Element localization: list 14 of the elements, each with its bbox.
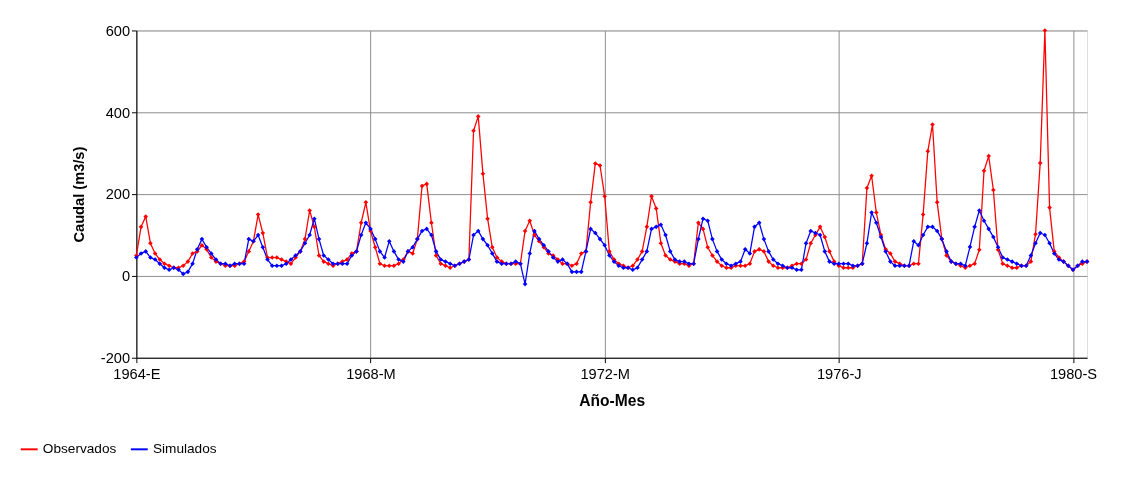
y-tick-label: 400 [105, 104, 131, 121]
x-tick-label: 1972-M [580, 365, 630, 382]
x-tick-label: 1976-J [816, 365, 862, 382]
legend-label: Observados [42, 441, 117, 457]
x-tick-label: 1968-M [346, 365, 396, 382]
y-axis-title: Caudal (m3/s) [71, 146, 88, 243]
x-axis-title: Año-Mes [579, 391, 646, 409]
x-tick-label: 1980-S [1049, 365, 1098, 382]
legend-label: Simulados [152, 441, 217, 457]
x-tick-label: 1964-E [113, 365, 161, 382]
y-tick-label: 0 [121, 268, 131, 285]
y-tick-label: 200 [105, 186, 131, 203]
y-tick-label: 600 [105, 22, 131, 39]
y-tick-label: -200 [100, 350, 131, 367]
